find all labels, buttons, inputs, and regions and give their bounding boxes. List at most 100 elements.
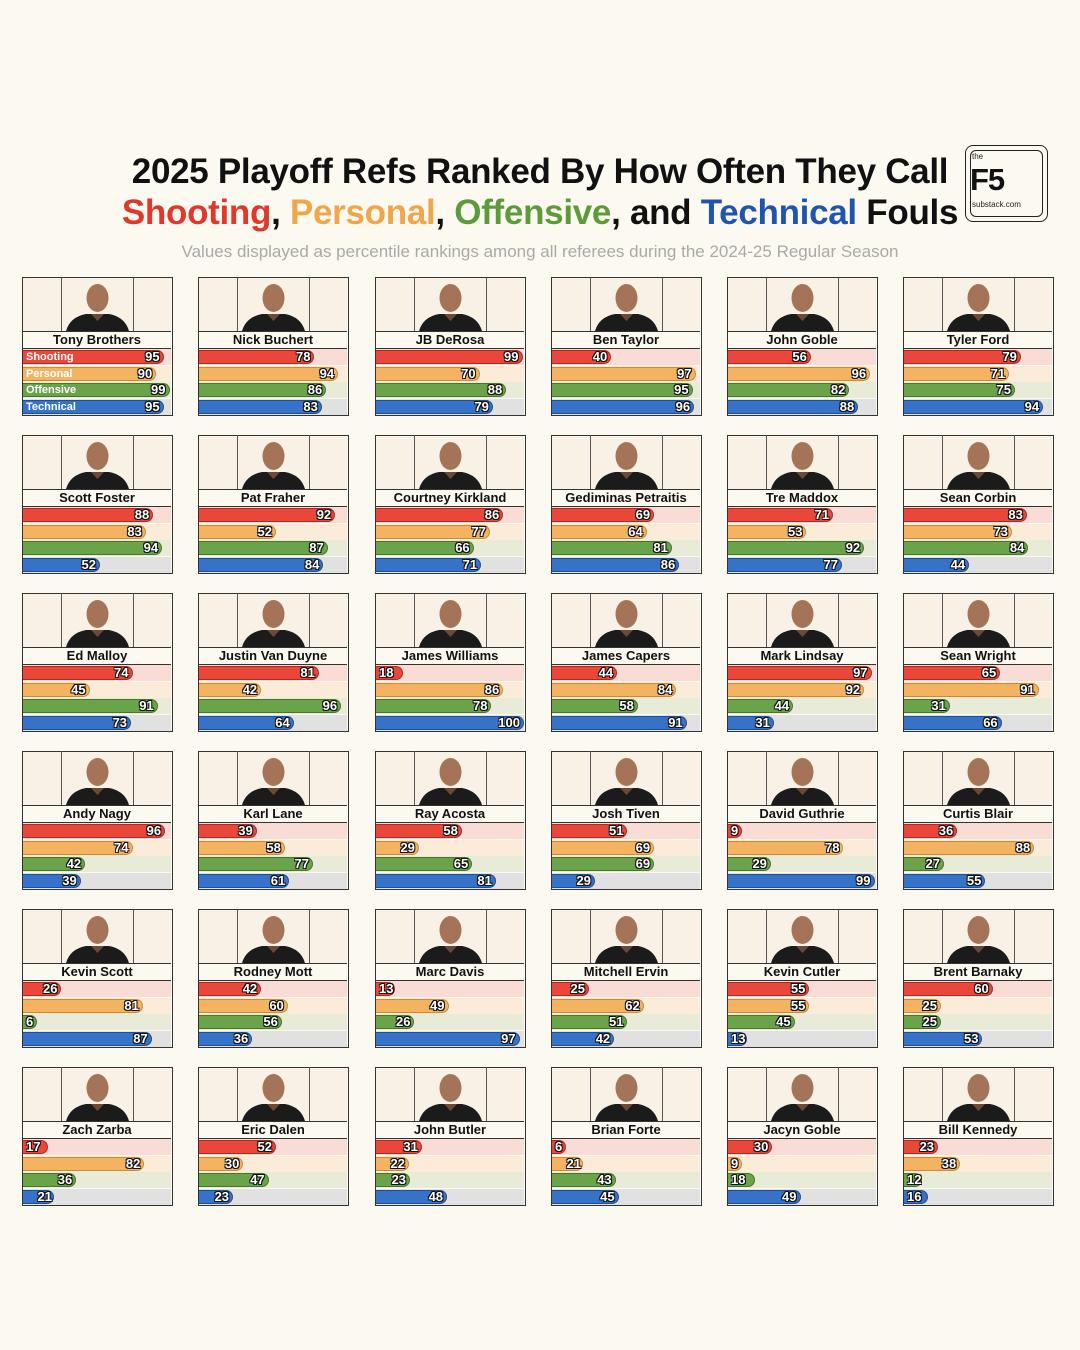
referee-photo — [766, 435, 839, 489]
referee-photo — [237, 1067, 310, 1121]
person-silhouette-icon — [66, 442, 129, 489]
value-label-offensive: 99 — [151, 382, 166, 397]
referee-name: Pat Fraher — [199, 490, 347, 507]
bar-track-personal: 53 — [728, 523, 876, 540]
value-label-technical: 91 — [668, 714, 683, 730]
referee-photo — [414, 909, 487, 963]
bar-offensive — [552, 1173, 616, 1187]
referee-photo — [414, 1067, 487, 1121]
person-silhouette-icon — [66, 916, 129, 963]
head-shape — [86, 284, 109, 312]
bar-track-personal: 77 — [376, 523, 524, 540]
referee-name: Andy Nagy — [23, 806, 171, 823]
referee-photo-area — [199, 751, 347, 806]
value-label-personal: 83 — [127, 523, 142, 539]
referee-photo-area — [552, 593, 700, 648]
referee-name: Tyler Ford — [904, 332, 1052, 349]
neck-shape — [620, 630, 633, 637]
value-label-shooting: 78 — [295, 349, 311, 364]
bar-personal — [552, 366, 696, 381]
bar-track-personal: 21 — [552, 1155, 700, 1172]
referee-photo-area — [23, 909, 171, 964]
value-label-personal: 53 — [787, 523, 803, 539]
value-label-technical: 73 — [112, 714, 128, 730]
bar-track-shooting: 26 — [23, 981, 171, 997]
neck-shape — [972, 788, 985, 795]
shirt-shape — [595, 314, 658, 331]
bar-track-personal: 9 — [728, 1155, 876, 1172]
value-label-technical: 36 — [233, 1030, 249, 1046]
value-label-offensive: 82 — [830, 382, 846, 397]
bar-technical — [199, 1189, 234, 1204]
head-shape — [791, 284, 814, 312]
shirt-shape — [66, 946, 129, 963]
referee-name: James Williams — [376, 648, 524, 665]
bar-track-offensive: 78 — [376, 698, 524, 714]
bar-track-shooting: 92 — [199, 507, 347, 523]
referee-name: Brent Barnaky — [904, 964, 1052, 981]
bar-offensive — [904, 1173, 922, 1187]
referee-name: John Goble — [728, 332, 876, 349]
bar-track-personal: 83 — [23, 523, 171, 540]
referee-photo-area — [376, 909, 524, 964]
referee-name: Ed Malloy — [23, 648, 171, 665]
head-shape — [791, 600, 814, 628]
bar-offensive — [728, 1173, 755, 1187]
value-label-offensive: 81 — [653, 540, 668, 555]
bar-technical — [904, 1189, 928, 1204]
head-shape — [967, 442, 990, 470]
bar-track-shooting: 9 — [728, 823, 876, 839]
referee-photo-area — [552, 435, 700, 490]
value-label-offensive: 58 — [619, 698, 634, 713]
bar-track-personal: 71 — [904, 365, 1052, 382]
head-shape — [791, 442, 814, 470]
bar-offensive — [376, 541, 474, 555]
bar-shooting — [728, 666, 872, 680]
person-silhouette-icon — [419, 1074, 482, 1121]
bar-track-technical: 13 — [728, 1030, 876, 1047]
person-silhouette-icon — [771, 758, 834, 805]
referee-photo — [942, 1067, 1015, 1121]
referee-name: Marc Davis — [376, 964, 524, 981]
value-label-offensive: 56 — [263, 1014, 278, 1029]
person-silhouette-icon — [66, 1074, 129, 1121]
bar-shooting — [376, 666, 403, 680]
referee-card: Nick Buchert 78 94 86 83 — [198, 277, 349, 416]
title-segment: Fouls — [856, 193, 959, 232]
value-label-personal: 82 — [125, 1155, 141, 1171]
referee-card: Eric Dalen 52 30 47 23 — [198, 1067, 349, 1206]
bar-track-personal: 81 — [23, 997, 171, 1014]
value-label-technical: 53 — [963, 1030, 979, 1046]
bar-personal — [552, 840, 655, 855]
bar-personal — [728, 366, 871, 381]
referee-photo-area — [728, 1067, 876, 1122]
value-label-shooting: 88 — [134, 507, 150, 522]
bar-track-personal: 96 — [728, 365, 876, 382]
shirt-shape — [771, 630, 834, 647]
bar-offensive — [904, 383, 1015, 397]
referee-name: Eric Dalen — [199, 1122, 347, 1139]
bar-technical — [376, 399, 493, 414]
bar-offensive — [376, 383, 507, 397]
value-label-technical: 21 — [37, 1188, 52, 1204]
value-label-personal: 29 — [400, 839, 415, 855]
bar-track-technical: 88 — [728, 398, 876, 415]
value-label-shooting: 74 — [114, 665, 129, 680]
value-label-technical: 83 — [303, 398, 318, 414]
referee-photo-area — [376, 593, 524, 648]
value-label-technical: 31 — [755, 714, 770, 730]
value-label-personal: 25 — [922, 997, 937, 1013]
bar-track-offensive: 6 — [23, 1014, 171, 1030]
bar-track-shooting: 96 — [23, 823, 171, 839]
bar-track-technical: 83 — [199, 398, 347, 415]
neck-shape — [620, 946, 633, 953]
referee-photo — [61, 277, 134, 331]
referee-card: Brent Barnaky 60 25 25 53 — [903, 909, 1054, 1048]
bar-track-offensive: 69 — [552, 856, 700, 872]
bar-track-technical: Technical 95 — [23, 398, 171, 415]
bar-personal — [728, 998, 810, 1013]
shirt-shape — [242, 788, 305, 805]
referee-photo — [942, 277, 1015, 331]
referee-photo-area — [199, 435, 347, 490]
category-label-offensive: Offensive — [26, 384, 77, 396]
